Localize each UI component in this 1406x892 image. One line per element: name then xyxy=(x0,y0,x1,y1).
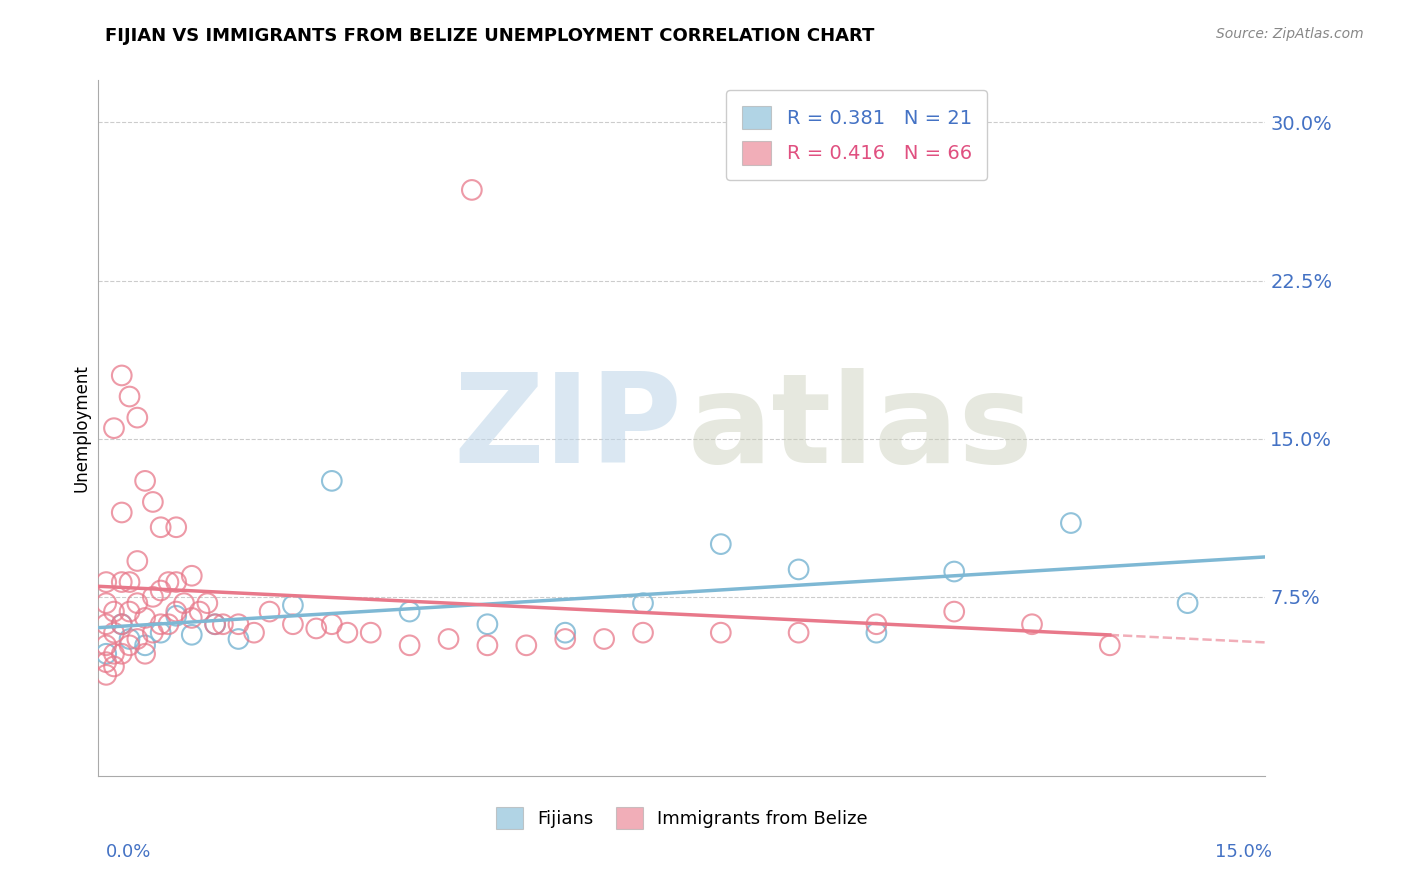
Point xyxy=(157,617,180,632)
Point xyxy=(1021,617,1043,632)
Point xyxy=(437,632,460,646)
Point xyxy=(710,625,733,640)
Point xyxy=(243,625,266,640)
Point xyxy=(96,638,118,652)
Point xyxy=(149,617,172,632)
Point xyxy=(1098,638,1121,652)
Point xyxy=(157,575,180,590)
Point xyxy=(212,617,235,632)
Point xyxy=(1060,516,1083,530)
Point xyxy=(554,632,576,646)
Point xyxy=(865,617,887,632)
Point xyxy=(461,183,484,197)
Point xyxy=(165,608,187,623)
Point xyxy=(865,625,887,640)
Point xyxy=(142,625,165,640)
Point xyxy=(173,596,195,610)
Point xyxy=(103,659,125,673)
Point xyxy=(96,655,118,669)
Point xyxy=(149,583,172,598)
Point xyxy=(943,605,966,619)
Point xyxy=(134,474,156,488)
Point xyxy=(96,575,118,590)
Y-axis label: Unemployment: Unemployment xyxy=(72,364,90,492)
Point xyxy=(127,410,149,425)
Point xyxy=(336,625,359,640)
Point xyxy=(180,628,202,642)
Legend: Fijians, Immigrants from Belize: Fijians, Immigrants from Belize xyxy=(489,800,875,837)
Point xyxy=(360,625,382,640)
Point xyxy=(204,617,226,632)
Text: 15.0%: 15.0% xyxy=(1215,843,1272,861)
Point xyxy=(204,617,226,632)
Point xyxy=(142,590,165,604)
Point xyxy=(127,554,149,568)
Point xyxy=(631,625,654,640)
Point xyxy=(1177,596,1199,610)
Point xyxy=(127,596,149,610)
Point xyxy=(787,625,810,640)
Text: 0.0%: 0.0% xyxy=(105,843,150,861)
Text: atlas: atlas xyxy=(688,368,1033,489)
Point xyxy=(180,568,202,582)
Point xyxy=(96,596,118,610)
Text: Source: ZipAtlas.com: Source: ZipAtlas.com xyxy=(1216,27,1364,41)
Point xyxy=(228,632,250,646)
Point xyxy=(127,632,149,646)
Point xyxy=(111,617,134,632)
Point xyxy=(103,647,125,661)
Point xyxy=(281,617,304,632)
Point xyxy=(149,625,172,640)
Point xyxy=(165,520,187,534)
Point xyxy=(631,596,654,610)
Point xyxy=(134,611,156,625)
Point xyxy=(398,638,420,652)
Point xyxy=(134,638,156,652)
Point xyxy=(554,625,576,640)
Point xyxy=(118,638,141,652)
Point xyxy=(943,565,966,579)
Point xyxy=(111,506,134,520)
Point xyxy=(118,605,141,619)
Point xyxy=(305,622,328,636)
Point xyxy=(96,617,118,632)
Point xyxy=(228,617,250,632)
Point xyxy=(787,562,810,576)
Point xyxy=(134,647,156,661)
Point xyxy=(188,605,211,619)
Point xyxy=(477,638,499,652)
Point xyxy=(103,421,125,435)
Point xyxy=(398,605,420,619)
Point xyxy=(118,390,141,404)
Point xyxy=(111,647,134,661)
Point xyxy=(321,474,343,488)
Point xyxy=(111,617,134,632)
Text: FIJIAN VS IMMIGRANTS FROM BELIZE UNEMPLOYMENT CORRELATION CHART: FIJIAN VS IMMIGRANTS FROM BELIZE UNEMPLO… xyxy=(105,27,875,45)
Point xyxy=(593,632,616,646)
Point xyxy=(118,575,141,590)
Point xyxy=(165,605,187,619)
Point xyxy=(180,611,202,625)
Point xyxy=(515,638,537,652)
Point xyxy=(142,495,165,509)
Point xyxy=(111,368,134,383)
Point xyxy=(149,520,172,534)
Point xyxy=(103,605,125,619)
Point xyxy=(195,596,218,610)
Point xyxy=(281,599,304,613)
Point xyxy=(96,668,118,682)
Point xyxy=(477,617,499,632)
Point xyxy=(103,625,125,640)
Point xyxy=(118,632,141,646)
Point xyxy=(710,537,733,551)
Point xyxy=(165,575,187,590)
Text: ZIP: ZIP xyxy=(453,368,682,489)
Point xyxy=(96,647,118,661)
Point xyxy=(111,575,134,590)
Point xyxy=(259,605,281,619)
Point xyxy=(321,617,343,632)
